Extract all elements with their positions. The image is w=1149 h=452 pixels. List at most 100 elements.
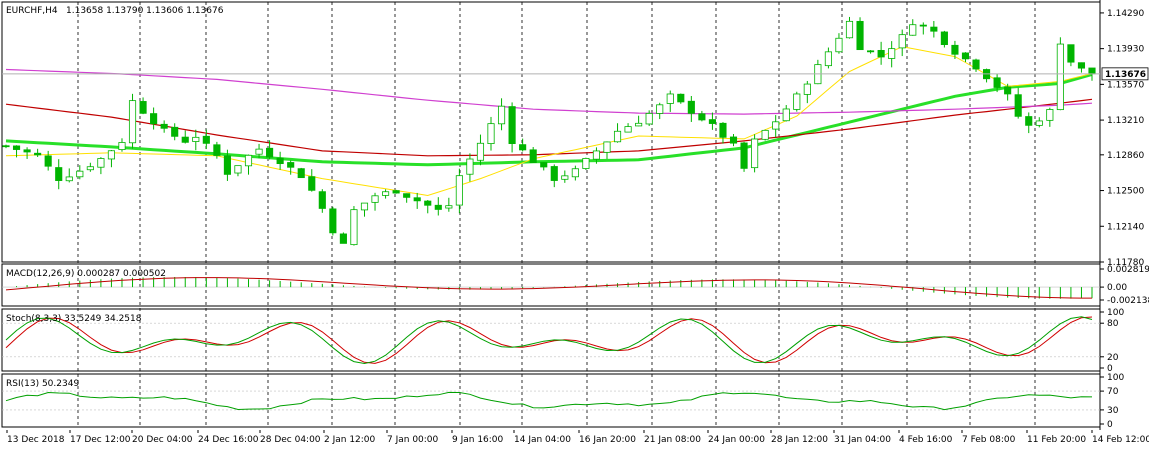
x-tick-label: 24 Jan 00:00 — [708, 435, 765, 445]
x-tick-label: 4 Feb 16:00 — [899, 435, 953, 445]
x-tick-label: 24 Dec 16:00 — [198, 435, 259, 445]
candle-body — [276, 157, 284, 165]
candle-body — [12, 145, 21, 150]
candle-body — [1014, 94, 1022, 117]
candle-body — [888, 48, 896, 59]
candle-body — [656, 104, 664, 114]
candle-body — [213, 144, 221, 156]
x-tick-label: 20 Dec 04:00 — [132, 435, 193, 445]
candle-body — [244, 154, 253, 167]
price-panel[interactable]: EURCHF,H4 1.13658 1.13790 1.13606 1.1367… — [2, 6, 1100, 246]
candle-body — [434, 204, 442, 210]
ma-line-3 — [5, 46, 1093, 197]
candle-body — [571, 168, 579, 178]
candle-body — [708, 119, 716, 124]
candle-body — [266, 147, 274, 158]
rsi-y-tick-label: 0 — [1107, 420, 1113, 430]
candle-body — [455, 175, 463, 206]
stoch-y-tick-label: 0 — [1107, 364, 1113, 374]
candle-body — [761, 129, 769, 140]
candle-body — [318, 191, 326, 209]
rsi-panel[interactable]: RSI(13) 50.2349 — [2, 379, 1100, 411]
candle-body — [613, 130, 622, 143]
candle-body — [360, 202, 369, 211]
candle-body — [413, 197, 421, 202]
candle-body — [1088, 67, 1096, 75]
rsi-y-tick-label: 30 — [1107, 406, 1119, 416]
candle-body — [666, 93, 674, 104]
candle-body — [508, 106, 516, 145]
candle-body — [234, 165, 242, 174]
candle-body — [856, 20, 864, 51]
candle-body — [350, 209, 358, 246]
candle-body — [466, 158, 474, 175]
candle-body — [877, 49, 885, 58]
candle-body — [835, 37, 843, 53]
macd-y-tick-label: 0.00 — [1107, 283, 1127, 293]
x-tick-label: 21 Jan 08:00 — [644, 435, 701, 445]
candle-body — [772, 121, 780, 130]
candle-body — [898, 34, 906, 49]
macd-label: MACD(12,26,9) 0.000287 0.000502 — [6, 269, 166, 279]
candle-body — [139, 101, 147, 114]
candle-body — [223, 155, 231, 175]
y-tick-label: 1.13210 — [1107, 116, 1144, 126]
macd-y-tick-label: 0.002819 — [1107, 265, 1149, 275]
candle-body — [540, 162, 548, 168]
candle-body — [635, 122, 643, 127]
candle-body — [961, 52, 970, 60]
candle-body — [751, 138, 759, 169]
candle-body — [382, 191, 390, 196]
stochastic-panel[interactable]: Stoch(8,3,3) 33.5249 34.2518 — [2, 314, 1100, 365]
ma-line-0 — [5, 72, 1093, 167]
stoch-series — [2, 316, 1100, 365]
macd-y-tick-label: -0.002138 — [1107, 296, 1149, 306]
candle-body — [392, 190, 400, 194]
candle-body — [1046, 109, 1054, 121]
stoch-label: Stoch(8,3,3) 33.5249 34.2518 — [6, 314, 142, 324]
rsi-y-tick-label: 70 — [1107, 387, 1119, 397]
candle-body — [645, 113, 653, 125]
candle-body — [1025, 116, 1033, 126]
x-tick-label: 16 Jan 20:00 — [579, 435, 636, 445]
panel-frames — [1, 0, 1101, 430]
candle-body — [993, 77, 1001, 88]
macd-panel[interactable]: MACD(12,26,9) 0.000287 0.000502 — [2, 269, 1100, 299]
price-axis[interactable]: 1.14290 1.13930 1.13570 1.13210 1.12860 1.125… — [1100, 9, 1149, 430]
rsi-series — [2, 390, 1100, 411]
y-tick-label: 1.12140 — [1107, 222, 1144, 232]
candle-body — [698, 113, 706, 121]
candle-body — [624, 126, 632, 133]
x-tick-label: 11 Feb 20:00 — [1027, 435, 1086, 445]
candle-body — [329, 208, 337, 234]
moving-averages — [5, 46, 1093, 197]
stoch-signal-line — [5, 316, 1093, 364]
candle-body — [34, 152, 42, 156]
candle-body — [497, 105, 506, 125]
candle-body — [1067, 44, 1075, 63]
x-tick-label: 7 Jan 00:00 — [387, 435, 439, 445]
x-tick-label: 31 Jan 04:00 — [834, 435, 891, 445]
candle-body — [1056, 43, 1064, 111]
rsi-y-tick-label: 100 — [1107, 373, 1124, 383]
x-tick-label: 14 Jan 04:00 — [514, 435, 571, 445]
candle-body — [951, 44, 959, 55]
candle-body — [909, 24, 917, 36]
candle-body — [867, 50, 875, 53]
candle-body — [192, 136, 200, 142]
candle-body — [339, 233, 347, 244]
stoch-y-tick-label: 80 — [1107, 319, 1119, 329]
candle-body — [719, 122, 727, 138]
candle-body — [424, 200, 432, 206]
ma-line-1 — [5, 98, 1093, 157]
time-axis[interactable]: 13 Dec 2018 17 Dec 12:00 20 Dec 04:00 24 De… — [6, 430, 1149, 445]
candle-body — [160, 123, 168, 129]
current-price-label: 1.13676 — [1105, 70, 1146, 80]
candle-body — [930, 26, 938, 32]
x-tick-label: 9 Jan 16:00 — [452, 435, 504, 445]
candle-body — [803, 83, 811, 95]
x-tick-label: 14 Feb 12:00 — [1092, 435, 1149, 445]
candle-body — [519, 144, 527, 151]
